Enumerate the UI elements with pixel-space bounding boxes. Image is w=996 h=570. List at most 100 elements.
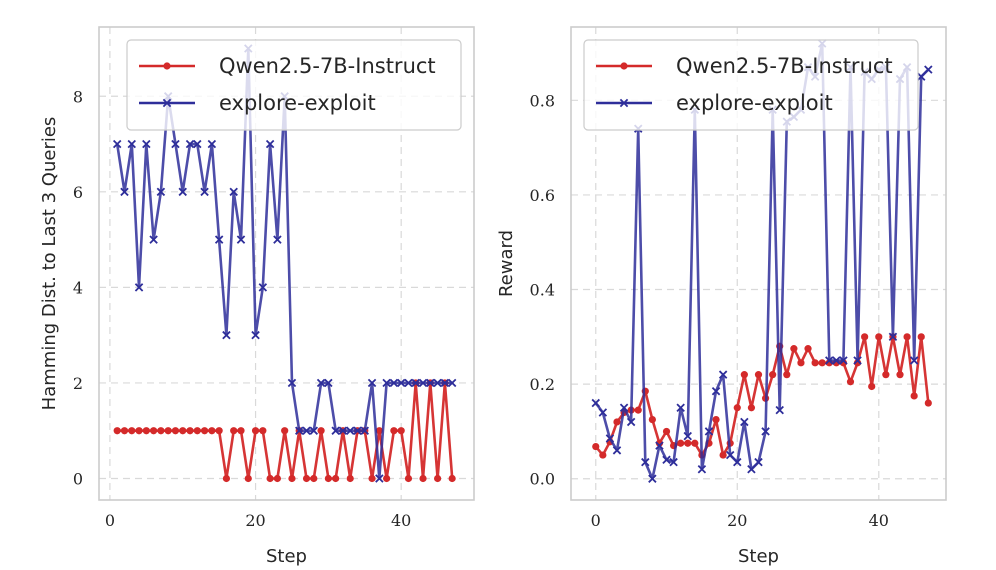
left-data-point <box>447 378 457 388</box>
left-data-point <box>251 330 260 340</box>
right-data-point <box>634 406 642 414</box>
left-data-point <box>229 187 238 197</box>
right-data-point <box>846 378 855 386</box>
left-data-point <box>214 235 224 244</box>
left-data-point <box>309 426 319 435</box>
right-data-point <box>861 333 869 341</box>
left-data-point <box>222 330 231 340</box>
left-data-point <box>383 474 391 483</box>
left-data-point <box>404 474 413 483</box>
right-plot-frame <box>570 26 947 501</box>
right-legend-label-explore-exploit: explore-exploit <box>676 91 833 115</box>
right-data-point <box>769 371 777 379</box>
right-data-point <box>691 439 699 447</box>
right-data-point <box>719 451 727 459</box>
left-data-point <box>404 378 413 388</box>
left-data-point <box>448 474 456 483</box>
left-data-point <box>113 427 121 435</box>
right-data-point <box>825 356 834 365</box>
left-data-point <box>324 378 333 388</box>
right-data-point <box>804 345 812 353</box>
left-x-axis-label: Step <box>266 546 307 567</box>
left-y-tick-label: 6 <box>73 183 83 202</box>
right-data-point <box>839 356 848 365</box>
right-data-point <box>832 356 841 365</box>
left-data-point <box>200 187 209 197</box>
left-x-tick-label: 0 <box>105 511 115 530</box>
right-y-tick-label: 0.6 <box>530 186 555 205</box>
right-data-point <box>718 370 728 379</box>
left-data-point <box>433 378 442 388</box>
left-data-point <box>112 139 122 149</box>
right-data-point <box>733 404 741 412</box>
left-data-point <box>237 427 245 435</box>
right-data-point <box>612 446 622 455</box>
left-y-tick-label: 4 <box>73 278 83 297</box>
left-data-point <box>345 426 355 435</box>
left-data-point <box>171 427 180 435</box>
right-data-point <box>761 427 770 436</box>
right-data-point <box>783 371 791 379</box>
left-data-point <box>338 426 348 435</box>
left-data-point <box>367 378 377 388</box>
right-data-point <box>697 465 707 474</box>
right-y-tick-label: 0.8 <box>530 91 555 110</box>
left-data-point <box>150 427 158 435</box>
left-data-point <box>360 426 370 435</box>
right-legend-box <box>583 39 919 131</box>
left-data-point <box>179 427 187 435</box>
right-chart-panel: 0 20 40 0.0 0.2 0.4 0.6 0.8 Step Reward Qwen2.5… <box>496 26 947 567</box>
left-data-point <box>193 427 201 435</box>
left-data-point <box>288 474 296 483</box>
right-data-point <box>619 403 629 413</box>
right-data-point <box>711 386 721 396</box>
left-data-point <box>185 139 195 149</box>
right-x-axis-label: Step <box>738 546 779 567</box>
left-data-point <box>332 474 340 483</box>
left-data-point <box>156 187 166 197</box>
right-data-point <box>875 333 883 341</box>
right-data-point <box>790 345 798 353</box>
left-data-point <box>142 139 151 149</box>
right-data-point <box>677 439 685 447</box>
left-data-point <box>127 139 137 149</box>
right-y-tick-label: 0.0 <box>530 470 555 489</box>
left-data-point <box>135 427 143 435</box>
left-data-point <box>120 187 129 197</box>
left-y-axis-label: Hamming Dist. to Last 3 Queries <box>39 117 60 411</box>
right-data-point <box>676 403 685 413</box>
left-data-point <box>273 474 281 483</box>
right-data-point <box>725 450 735 460</box>
right-data-point <box>797 359 805 367</box>
left-y-tick-label: 8 <box>73 87 83 106</box>
right-data-point <box>916 72 926 81</box>
left-data-point <box>200 427 209 435</box>
right-series-qwen <box>592 333 932 459</box>
right-data-point <box>648 474 657 483</box>
right-data-point <box>648 415 656 424</box>
right-data-point <box>592 442 600 451</box>
left-data-point <box>418 378 428 388</box>
right-data-point <box>917 333 925 341</box>
right-data-point <box>924 65 933 74</box>
left-data-point <box>120 427 129 435</box>
right-data-point <box>903 333 911 341</box>
right-data-point <box>775 405 784 415</box>
left-data-point <box>273 235 282 244</box>
right-data-point <box>811 359 819 367</box>
left-data-point <box>171 139 180 149</box>
right-series-line <box>594 335 930 457</box>
right-data-point <box>613 418 621 426</box>
right-legend-label-qwen: Qwen2.5-7B-Instruct <box>676 54 893 78</box>
right-data-point <box>683 431 692 441</box>
right-data-point <box>924 399 932 407</box>
left-data-point <box>236 235 246 244</box>
left-data-point <box>230 427 238 435</box>
left-data-point <box>128 427 136 435</box>
left-data-point <box>178 187 187 197</box>
left-legend-box <box>126 39 462 131</box>
right-data-point <box>655 441 664 450</box>
right-data-point <box>910 392 918 400</box>
left-data-point <box>353 426 362 435</box>
